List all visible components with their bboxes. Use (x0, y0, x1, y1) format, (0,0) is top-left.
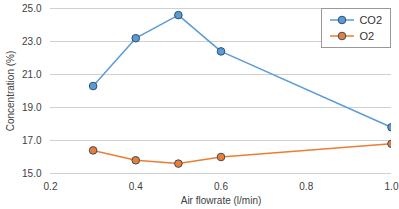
svg-text:Concentration (%): Concentration (%) (5, 51, 16, 132)
svg-text:25.0: 25.0 (22, 3, 42, 14)
svg-text:23.0: 23.0 (22, 36, 42, 47)
svg-text:0.6: 0.6 (214, 181, 228, 192)
svg-text:0.2: 0.2 (44, 181, 58, 192)
svg-text:0.4: 0.4 (129, 181, 143, 192)
svg-text:1.0: 1.0 (385, 181, 399, 192)
svg-text:0.8: 0.8 (299, 181, 313, 192)
svg-text:15.0: 15.0 (22, 168, 42, 179)
svg-text:Air flowrate (l/min): Air flowrate (l/min) (181, 195, 262, 206)
svg-text:17.0: 17.0 (22, 135, 42, 146)
html-text:CO2: CO2 (359, 14, 382, 26)
svg-text:21.0: 21.0 (22, 69, 42, 80)
html-text:O2: O2 (359, 30, 375, 42)
svg-text:19.0: 19.0 (22, 102, 42, 113)
